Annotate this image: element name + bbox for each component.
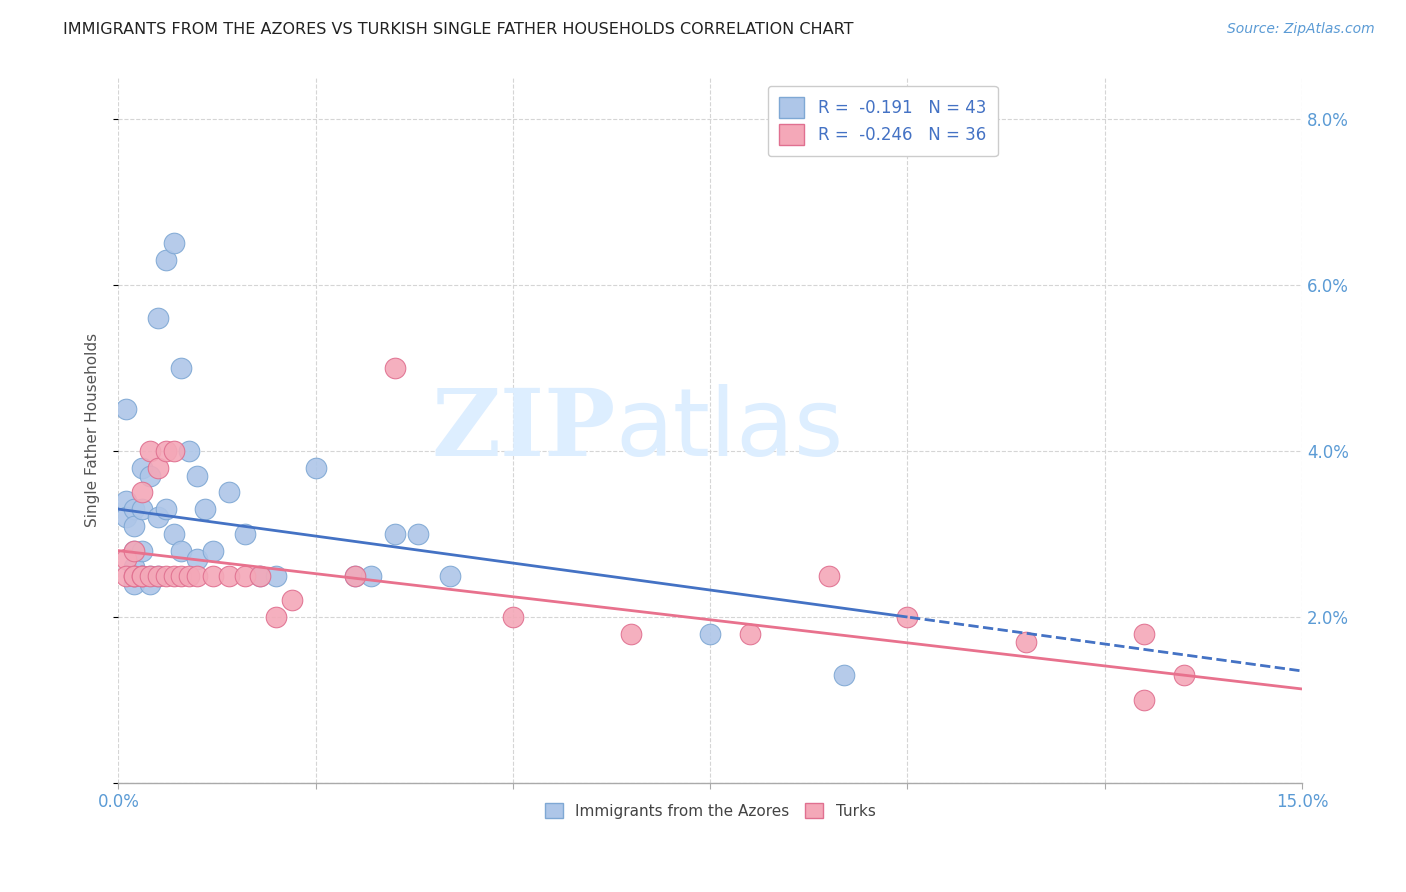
- Point: [170, 543, 193, 558]
- Point: [304, 460, 326, 475]
- Y-axis label: Single Father Households: Single Father Households: [86, 334, 100, 527]
- Point: [406, 527, 429, 541]
- Text: Source: ZipAtlas.com: Source: ZipAtlas.com: [1227, 22, 1375, 37]
- Point: [170, 361, 193, 376]
- Point: [155, 502, 177, 516]
- Point: [218, 568, 240, 582]
- Point: [186, 469, 208, 483]
- Point: [249, 568, 271, 582]
- Point: [122, 568, 145, 582]
- Text: IMMIGRANTS FROM THE AZORES VS TURKISH SINGLE FATHER HOUSEHOLDS CORRELATION CHART: IMMIGRANTS FROM THE AZORES VS TURKISH SI…: [63, 22, 853, 37]
- Point: [139, 576, 162, 591]
- Point: [146, 568, 169, 582]
- Point: [131, 568, 153, 582]
- Point: [218, 485, 240, 500]
- Point: [115, 493, 138, 508]
- Point: [162, 236, 184, 251]
- Point: [146, 510, 169, 524]
- Point: [738, 626, 761, 640]
- Point: [1133, 693, 1156, 707]
- Point: [131, 485, 153, 500]
- Point: [179, 444, 201, 458]
- Point: [186, 552, 208, 566]
- Point: [122, 560, 145, 574]
- Point: [122, 518, 145, 533]
- Point: [384, 527, 406, 541]
- Point: [832, 668, 855, 682]
- Point: [122, 568, 145, 582]
- Point: [155, 253, 177, 268]
- Point: [194, 502, 217, 516]
- Point: [146, 460, 169, 475]
- Point: [1133, 626, 1156, 640]
- Point: [202, 568, 225, 582]
- Point: [179, 568, 201, 582]
- Legend: Immigrants from the Azores, Turks: Immigrants from the Azores, Turks: [538, 797, 882, 825]
- Point: [139, 469, 162, 483]
- Point: [699, 626, 721, 640]
- Point: [139, 444, 162, 458]
- Point: [202, 543, 225, 558]
- Point: [264, 568, 287, 582]
- Point: [439, 568, 461, 582]
- Point: [264, 610, 287, 624]
- Point: [122, 543, 145, 558]
- Point: [131, 460, 153, 475]
- Point: [131, 502, 153, 516]
- Point: [817, 568, 839, 582]
- Point: [170, 568, 193, 582]
- Point: [502, 610, 524, 624]
- Point: [344, 568, 367, 582]
- Point: [122, 502, 145, 516]
- Point: [233, 568, 256, 582]
- Point: [162, 527, 184, 541]
- Point: [122, 568, 145, 582]
- Point: [115, 402, 138, 417]
- Point: [1015, 635, 1038, 649]
- Point: [146, 568, 169, 582]
- Point: [896, 610, 918, 624]
- Point: [139, 568, 162, 582]
- Point: [131, 568, 153, 582]
- Point: [122, 576, 145, 591]
- Point: [233, 527, 256, 541]
- Text: ZIP: ZIP: [432, 385, 616, 475]
- Point: [115, 568, 138, 582]
- Point: [131, 543, 153, 558]
- Point: [360, 568, 382, 582]
- Point: [139, 568, 162, 582]
- Point: [384, 361, 406, 376]
- Point: [122, 543, 145, 558]
- Point: [620, 626, 643, 640]
- Point: [281, 593, 304, 607]
- Point: [146, 311, 169, 326]
- Point: [162, 568, 184, 582]
- Point: [115, 510, 138, 524]
- Point: [131, 568, 153, 582]
- Point: [1173, 668, 1195, 682]
- Point: [155, 568, 177, 582]
- Point: [186, 568, 208, 582]
- Point: [344, 568, 367, 582]
- Point: [131, 568, 153, 582]
- Text: atlas: atlas: [616, 384, 844, 476]
- Point: [115, 552, 138, 566]
- Point: [155, 444, 177, 458]
- Point: [162, 444, 184, 458]
- Point: [249, 568, 271, 582]
